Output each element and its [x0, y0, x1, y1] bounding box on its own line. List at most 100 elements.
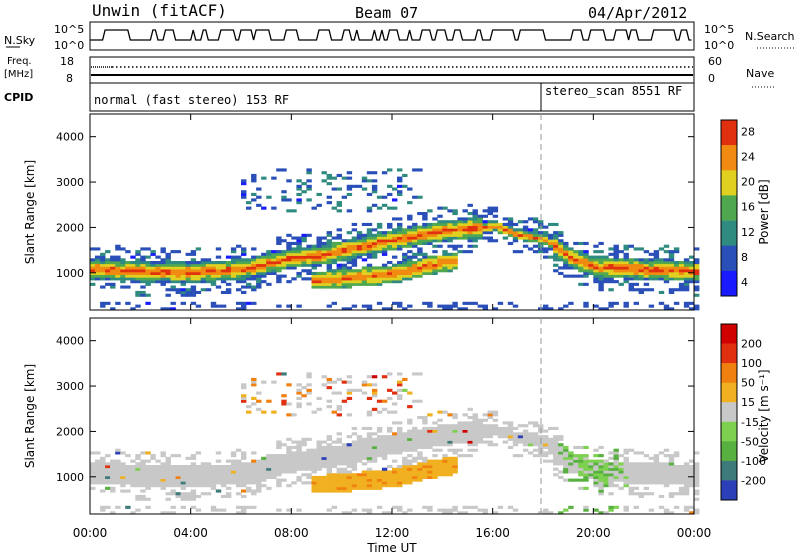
heatmap-cell [628, 489, 634, 493]
heatmap-cell [376, 426, 383, 430]
heatmap-cell [563, 451, 569, 455]
heatmap-cell [593, 484, 599, 488]
heatmap-cell [512, 304, 519, 308]
heatmap-cell [487, 443, 493, 447]
heatmap-cell [412, 456, 418, 460]
heatmap-cell [452, 424, 458, 428]
heatmap-cell [210, 266, 217, 270]
heatmap-cell [286, 258, 292, 262]
heatmap-cell [427, 266, 433, 270]
heatmap-cell [689, 511, 695, 515]
heatmap-cell [527, 233, 534, 237]
heatmap-cell [286, 209, 292, 213]
heatmap-cell [467, 440, 473, 444]
heatmap-cell [417, 475, 423, 479]
heatmap-cell [694, 269, 700, 273]
heatmap-cell [538, 424, 544, 428]
heatmap-cell [306, 261, 312, 265]
heatmap-cell [397, 244, 403, 248]
heatmap-cell [371, 451, 378, 455]
heatmap-cell [381, 407, 388, 411]
heatmap-cell [623, 473, 629, 477]
heatmap-cell [195, 274, 202, 278]
heatmap-cell [150, 252, 156, 256]
heatmap-cell [694, 304, 700, 308]
colorbar-swatch [721, 343, 737, 364]
heatmap-cell [532, 440, 539, 444]
heatmap-cell [225, 467, 232, 471]
heatmap-cell [462, 454, 468, 458]
heatmap-cell [346, 380, 353, 384]
heatmap-cell [638, 494, 644, 498]
heatmap-cell [553, 236, 559, 240]
heatmap-cell [165, 462, 171, 466]
heatmap-cell [598, 492, 604, 496]
heatmap-cell [256, 263, 262, 267]
heatmap-cell [125, 277, 131, 281]
heatmap-cell [477, 432, 483, 436]
heatmap-cell [417, 445, 423, 449]
heatmap-cell [316, 261, 322, 265]
heatmap-cell [437, 424, 443, 428]
heatmap-cell [276, 445, 282, 449]
heatmap-cell [381, 456, 388, 460]
heatmap-cell [447, 467, 453, 471]
heatmap-cell [145, 263, 151, 267]
heatmap-cell [306, 198, 312, 202]
heatmap-cell [251, 396, 257, 400]
heatmap-cell [683, 462, 690, 466]
heatmap-cell [618, 274, 624, 278]
heatmap-cell [336, 475, 342, 479]
heatmap-cell [412, 231, 418, 235]
heatmap-cell [457, 228, 463, 232]
heatmap-cell [598, 511, 604, 515]
colorbar-tick-label: -50 [741, 435, 759, 448]
heatmap-cell [215, 481, 222, 485]
heatmap-cell [326, 263, 332, 267]
heatmap-cell [281, 470, 287, 474]
heatmap-cell [573, 255, 579, 259]
heatmap-cell [603, 481, 609, 485]
heatmap-cell [568, 274, 574, 278]
heatmap-cell [397, 277, 403, 281]
heatmap-cell [583, 475, 589, 479]
heatmap-cell [578, 282, 584, 286]
heatmap-cell [452, 263, 458, 267]
heatmap-cell [281, 250, 287, 254]
heatmap-cell [588, 467, 594, 471]
heatmap-cell [392, 228, 398, 232]
heatmap-cell [341, 252, 348, 256]
heatmap-cell [432, 429, 438, 433]
heatmap-cell [573, 445, 579, 449]
heatmap-cell [397, 247, 403, 251]
heatmap-cell [517, 432, 524, 436]
heatmap-cell [442, 429, 448, 433]
heatmap-cell [326, 448, 332, 452]
heatmap-cell [381, 233, 388, 237]
heatmap-cell [527, 231, 534, 235]
heatmap-cell [447, 459, 453, 463]
heatmap-cell [472, 448, 478, 452]
heatmap-cell [623, 465, 629, 469]
heatmap-cell [442, 508, 448, 512]
heatmap-cell [271, 258, 277, 262]
heatmap-cell [613, 475, 619, 479]
heatmap-cell [452, 225, 458, 229]
heatmap-cell [276, 236, 282, 240]
heatmap-cell [678, 470, 685, 474]
heatmap-cell [256, 473, 262, 477]
heatmap-cell [497, 432, 504, 436]
heatmap-cell [417, 225, 423, 229]
heatmap-cell [230, 261, 237, 265]
heatmap-cell [336, 241, 342, 245]
heatmap-cell [351, 244, 358, 248]
heatmap-cell [165, 467, 171, 471]
heatmap-cell [427, 443, 433, 447]
heatmap-cell [331, 285, 337, 289]
heatmap-cell [573, 261, 579, 265]
heatmap-cell [100, 274, 106, 278]
heatmap-cell [165, 473, 171, 477]
heatmap-cell [361, 247, 368, 251]
heatmap-cell [155, 481, 161, 485]
heatmap-cell [633, 261, 639, 265]
